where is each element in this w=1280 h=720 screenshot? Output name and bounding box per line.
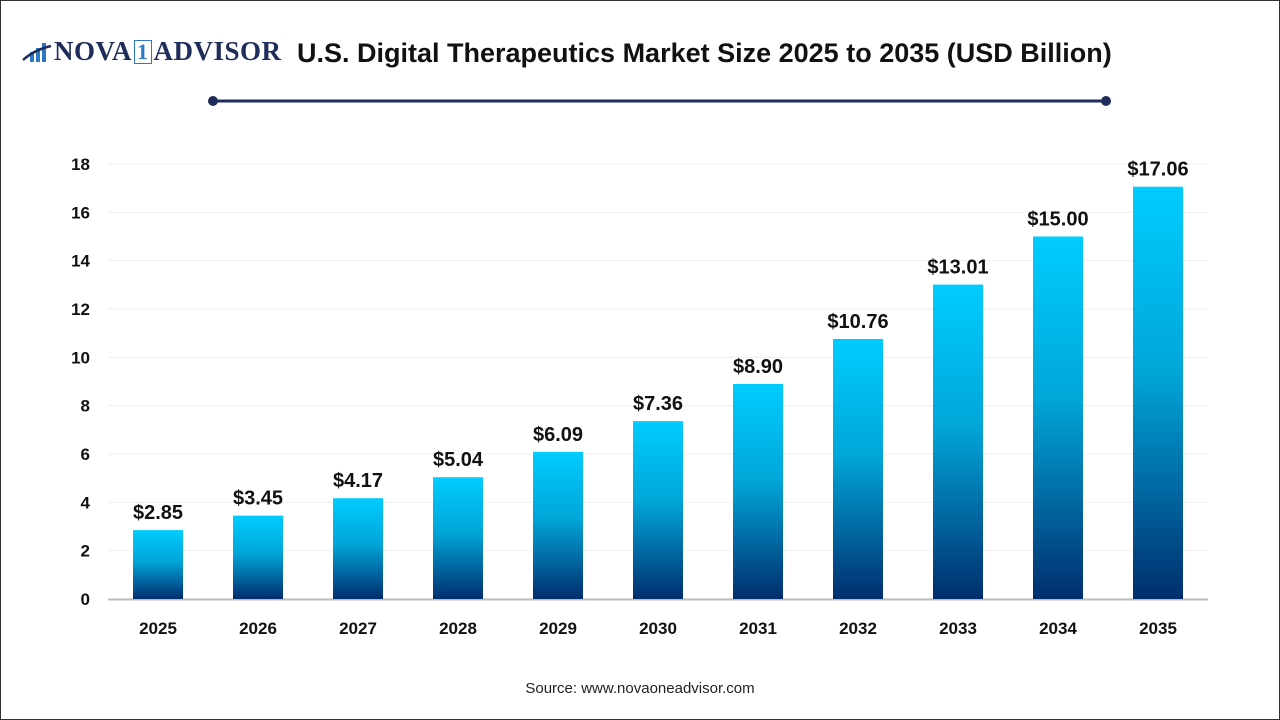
data-label: $8.90: [733, 356, 783, 378]
data-label: $17.06: [1127, 159, 1188, 181]
nova-advisor-logo: NOVA 1 ADVISOR: [22, 36, 282, 67]
data-label: $3.45: [233, 488, 283, 510]
x-tick-label: 2026: [239, 619, 277, 638]
data-label: $4.17: [333, 470, 383, 492]
bar: [433, 477, 483, 599]
x-tick-label: 2035: [1139, 619, 1177, 638]
bar: [1133, 186, 1183, 599]
data-label: $13.01: [927, 257, 988, 279]
data-label: $7.36: [633, 393, 683, 415]
logo-one: 1: [134, 39, 152, 64]
y-tick-label: 16: [71, 203, 90, 222]
bar: [833, 338, 883, 599]
bar: [933, 284, 983, 599]
y-tick-label: 8: [81, 397, 90, 416]
data-label: $10.76: [827, 311, 888, 333]
bar: [533, 451, 583, 599]
bar: [233, 515, 283, 599]
y-tick-label: 18: [71, 155, 90, 174]
title-rule-dot: [1101, 96, 1111, 106]
x-tick-label: 2027: [339, 619, 377, 638]
x-tick-label: 2029: [539, 619, 577, 638]
x-tick-label: 2030: [639, 619, 677, 638]
logo-text: ADVISOR: [153, 36, 282, 66]
bar: [633, 421, 683, 599]
y-tick-label: 6: [81, 445, 90, 464]
y-tick-label: 0: [81, 590, 90, 609]
data-label: $15.00: [1027, 209, 1088, 231]
title-rule-dot: [208, 96, 218, 106]
x-tick-label: 2025: [139, 619, 177, 638]
chart-title: U.S. Digital Therapeutics Market Size 20…: [297, 38, 1112, 68]
y-tick-label: 2: [81, 542, 90, 561]
x-tick-label: 2034: [1039, 619, 1077, 638]
y-tick-label: 12: [71, 300, 90, 319]
logo-text: NOVA: [54, 36, 133, 66]
y-tick-label: 14: [71, 252, 90, 271]
x-tick-label: 2031: [739, 619, 777, 638]
bar-chart-logo-icon: [22, 42, 52, 62]
x-tick-label: 2028: [439, 619, 477, 638]
data-label: $2.85: [133, 502, 183, 524]
bar: [333, 498, 383, 599]
y-tick-label: 10: [71, 348, 90, 367]
source-note: Source: www.novaoneadvisor.com: [525, 680, 755, 697]
data-label: $6.09: [533, 424, 583, 446]
bar: [133, 530, 183, 599]
data-label: $5.04: [433, 449, 484, 471]
bar: [1033, 236, 1083, 599]
y-tick-label: 4: [81, 493, 91, 512]
x-tick-label: 2033: [939, 619, 977, 638]
x-tick-label: 2032: [839, 619, 877, 638]
bar: [733, 383, 783, 599]
